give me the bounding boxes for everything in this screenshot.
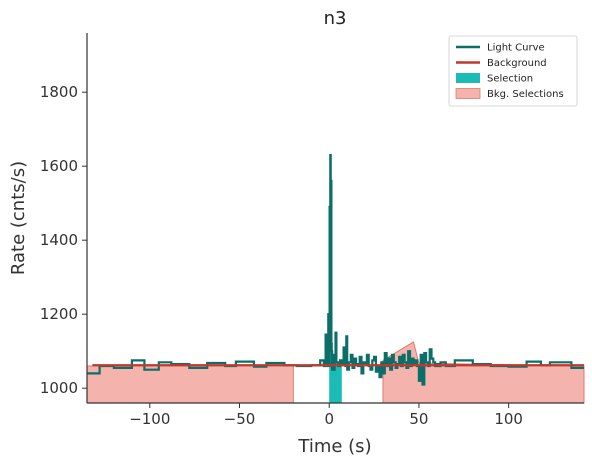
legend-label: Background — [487, 58, 547, 69]
legend-items: Light Curve Background Selection Bkg. Selec… — [455, 43, 564, 100]
y-tick-label: 1000 — [40, 379, 78, 397]
light-curve-layer — [87, 154, 584, 386]
bkg-selection-region — [382, 341, 585, 404]
legend-label: Selection — [487, 74, 533, 85]
y-axis-label: Rate (cnts/s) — [8, 161, 29, 275]
legend-label: Bkg. Selections — [487, 89, 564, 100]
legend-label: Light Curve — [487, 43, 545, 54]
y-tick-label: 1200 — [40, 305, 78, 323]
x-tick-label: −50 — [224, 410, 256, 428]
light-curve-series — [87, 154, 584, 386]
x-tick-label: −100 — [129, 410, 170, 428]
chart-title: n3 — [324, 8, 347, 29]
legend: Light Curve Background Selection Bkg. Selec… — [448, 35, 578, 107]
legend-swatch — [455, 88, 481, 99]
x-axis-label: Time (s) — [297, 436, 371, 457]
x-ticks: −100 −50 0 50 100 — [129, 403, 523, 428]
plot-area — [86, 154, 585, 404]
bkg-selection-region — [86, 364, 294, 404]
legend-frame — [448, 35, 578, 107]
legend-swatch — [456, 73, 480, 83]
x-tick-label: 100 — [494, 410, 523, 428]
y-tick-label: 1800 — [40, 83, 78, 101]
x-tick-label: 50 — [409, 410, 428, 428]
y-ticks: 1000 1200 1400 1600 1800 — [40, 83, 87, 397]
y-tick-label: 1600 — [40, 157, 78, 175]
x-tick-label: 0 — [324, 410, 334, 428]
y-tick-label: 1400 — [40, 231, 78, 249]
